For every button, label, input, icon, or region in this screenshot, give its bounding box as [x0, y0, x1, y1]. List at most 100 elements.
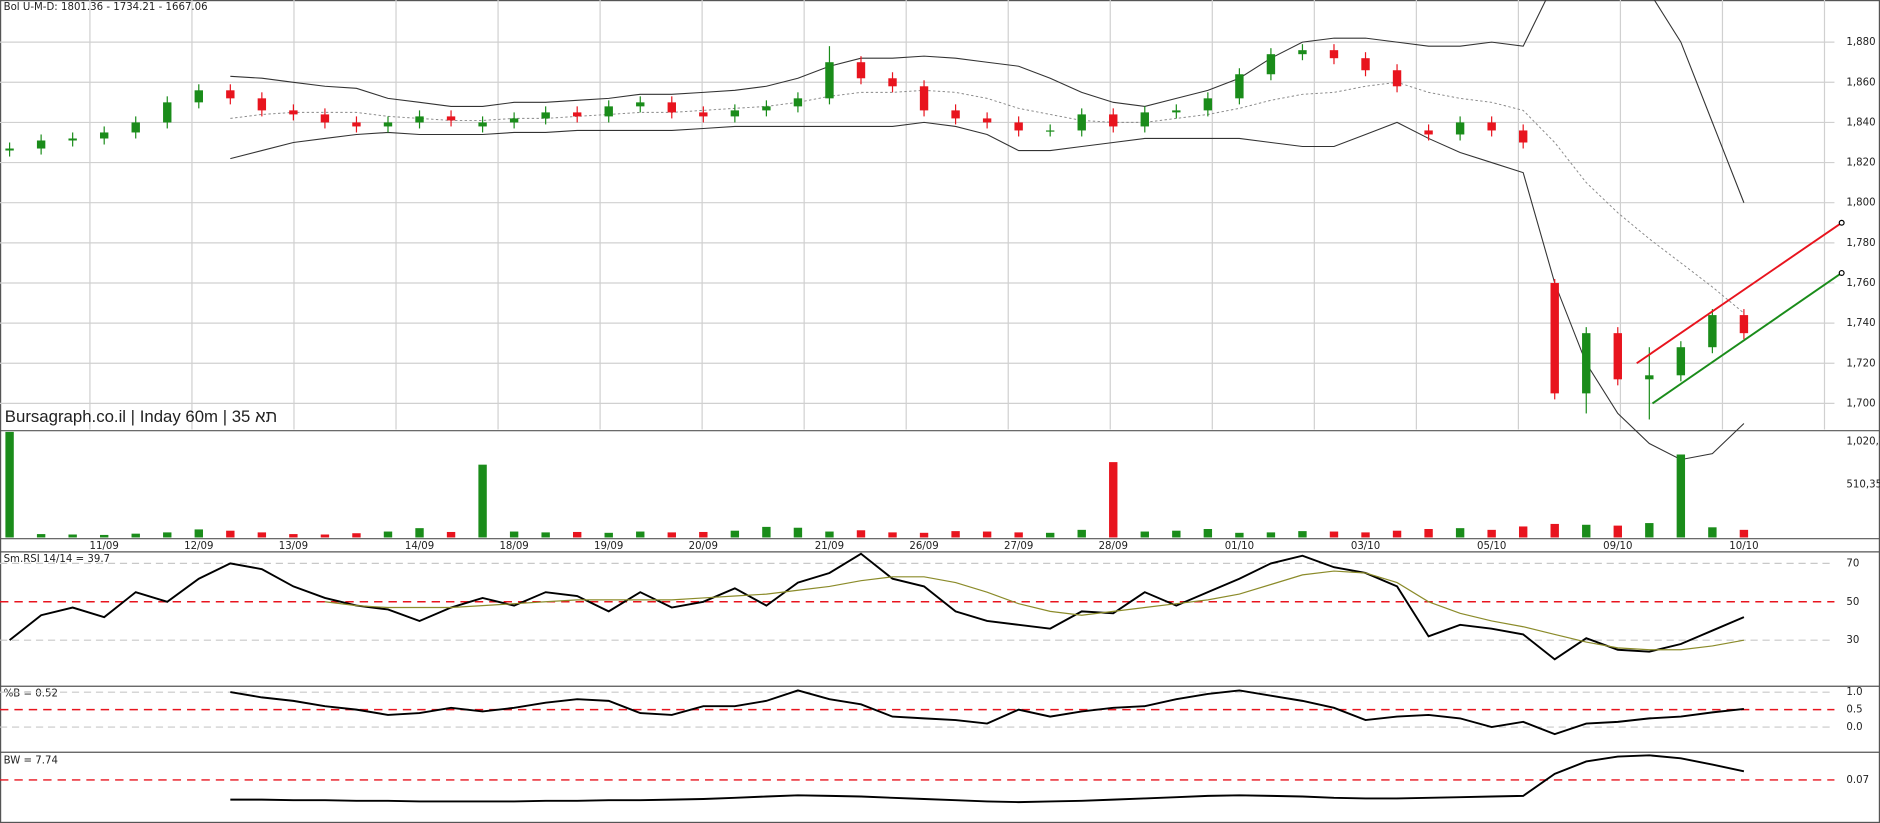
- volume-bar: [1045, 532, 1055, 538]
- indicator-line: [324, 570, 1745, 651]
- candle-body: [1361, 58, 1370, 71]
- volume-bar: [888, 532, 897, 538]
- y-tick-label: 1,740: [1846, 318, 1875, 329]
- candle-body: [951, 110, 960, 119]
- candle-body: [1329, 50, 1339, 59]
- y-tick-label: 0.5: [1846, 705, 1862, 716]
- x-tick-label: 11/09: [90, 541, 119, 552]
- volume-bar: [289, 534, 298, 538]
- candle-body: [1613, 333, 1622, 380]
- volume-bar: [68, 534, 77, 538]
- candle-body: [982, 118, 992, 123]
- volume-bar: [825, 531, 834, 538]
- volume-bar: [1140, 531, 1149, 538]
- trendline: [1636, 221, 1843, 365]
- candle-body: [68, 138, 77, 141]
- x-tick-label: 18/09: [499, 541, 528, 552]
- volume-bar: [1424, 529, 1433, 538]
- candle-body: [1045, 130, 1055, 132]
- candle-body: [383, 122, 393, 127]
- x-tick-label: 12/09: [184, 541, 213, 552]
- candle-body: [1424, 130, 1433, 135]
- candle-body: [1109, 114, 1118, 127]
- volume-bar: [1298, 531, 1307, 538]
- candle-body: [257, 98, 267, 111]
- y-tick-label: 0.0: [1846, 722, 1862, 733]
- candle-body: [919, 86, 929, 111]
- candle-body: [1235, 74, 1244, 99]
- indicator-line: [230, 689, 1745, 736]
- y-tick-label: 70: [1846, 558, 1859, 569]
- indicator-line: [8, 552, 1745, 661]
- volume-bar: [982, 531, 992, 538]
- candle-body: [163, 102, 172, 123]
- pane-title: Sm.RSI 14/14 = 39.7: [4, 554, 110, 565]
- x-tick-label: 19/09: [594, 541, 623, 552]
- volume-bar: [1235, 532, 1244, 538]
- x-tick-label: 09/10: [1603, 541, 1632, 552]
- vertical-grid: [89, 0, 1826, 430]
- volume-bar: [951, 531, 960, 538]
- volume-bar: [383, 531, 393, 538]
- trendline-handle: [1838, 269, 1845, 276]
- volume-bar: [1109, 462, 1118, 538]
- volume-bar: [1739, 529, 1749, 538]
- indicator-line: [230, 754, 1745, 804]
- pane-title: %B = 0.52: [4, 688, 58, 699]
- candle-body: [825, 62, 834, 99]
- x-tick-label: 13/09: [279, 541, 308, 552]
- volume-bar: [1613, 525, 1622, 538]
- candle-body: [320, 114, 330, 123]
- candle-body: [1298, 50, 1307, 55]
- bollinger-middle: [230, 81, 1745, 314]
- volume-bar: [762, 526, 771, 538]
- candle-body: [730, 110, 740, 117]
- volume-bar: [1455, 528, 1465, 538]
- y-tick-label: 1,860: [1846, 77, 1875, 88]
- candle-body: [99, 132, 109, 139]
- x-tick-label: 05/10: [1477, 541, 1506, 552]
- x-tick-label: 03/10: [1351, 541, 1380, 552]
- x-tick-label: 10/10: [1729, 541, 1758, 552]
- volume-bar: [1077, 529, 1086, 538]
- volume-bar: [1203, 529, 1213, 538]
- bollinger-upper: [230, 0, 1745, 203]
- candle-body: [446, 116, 456, 121]
- candle-body: [793, 98, 803, 107]
- candle-body: [1739, 315, 1749, 334]
- indicator-header: Bol U-M-D: 1801.36 - 1734.21 - 1667.06: [4, 2, 208, 13]
- y-tick-label: 1,720: [1846, 358, 1875, 369]
- volume-bar: [5, 431, 14, 538]
- y-tick-label: 1,820: [1846, 158, 1875, 169]
- volume-bar: [699, 531, 708, 538]
- candle-body: [226, 90, 235, 99]
- watermark: Bursagraph.co.il | Inday 60m | 35 תא: [5, 407, 277, 426]
- volume-bar: [194, 529, 203, 538]
- y-tick-label: 1,700: [1846, 398, 1875, 409]
- volume-bar: [1676, 454, 1686, 538]
- candle-body: [1455, 122, 1465, 135]
- volume-bar: [1014, 532, 1023, 538]
- volume-bar: [541, 532, 550, 538]
- y-tick-label: 1,840: [1846, 117, 1875, 128]
- volume-bar: [793, 527, 803, 538]
- candle-body: [636, 102, 645, 107]
- candle-body: [36, 140, 46, 149]
- candle-body: [415, 116, 424, 123]
- y-tick-label: 1,020,70: [1846, 436, 1880, 447]
- volume-bar: [1329, 531, 1339, 538]
- y-tick-label: 1.0: [1846, 687, 1862, 698]
- volume-bar: [478, 464, 487, 538]
- volume-bar: [131, 533, 140, 538]
- volume-bar: [36, 534, 46, 538]
- trendline-handle: [1838, 219, 1845, 226]
- x-tick-label: 20/09: [689, 541, 718, 552]
- candle-body: [5, 148, 14, 151]
- volume-bar: [1266, 532, 1276, 538]
- candle-body: [1518, 130, 1528, 143]
- volume-bar: [320, 534, 330, 538]
- x-tick-label: 21/09: [815, 541, 844, 552]
- x-tick-label: 28/09: [1099, 541, 1128, 552]
